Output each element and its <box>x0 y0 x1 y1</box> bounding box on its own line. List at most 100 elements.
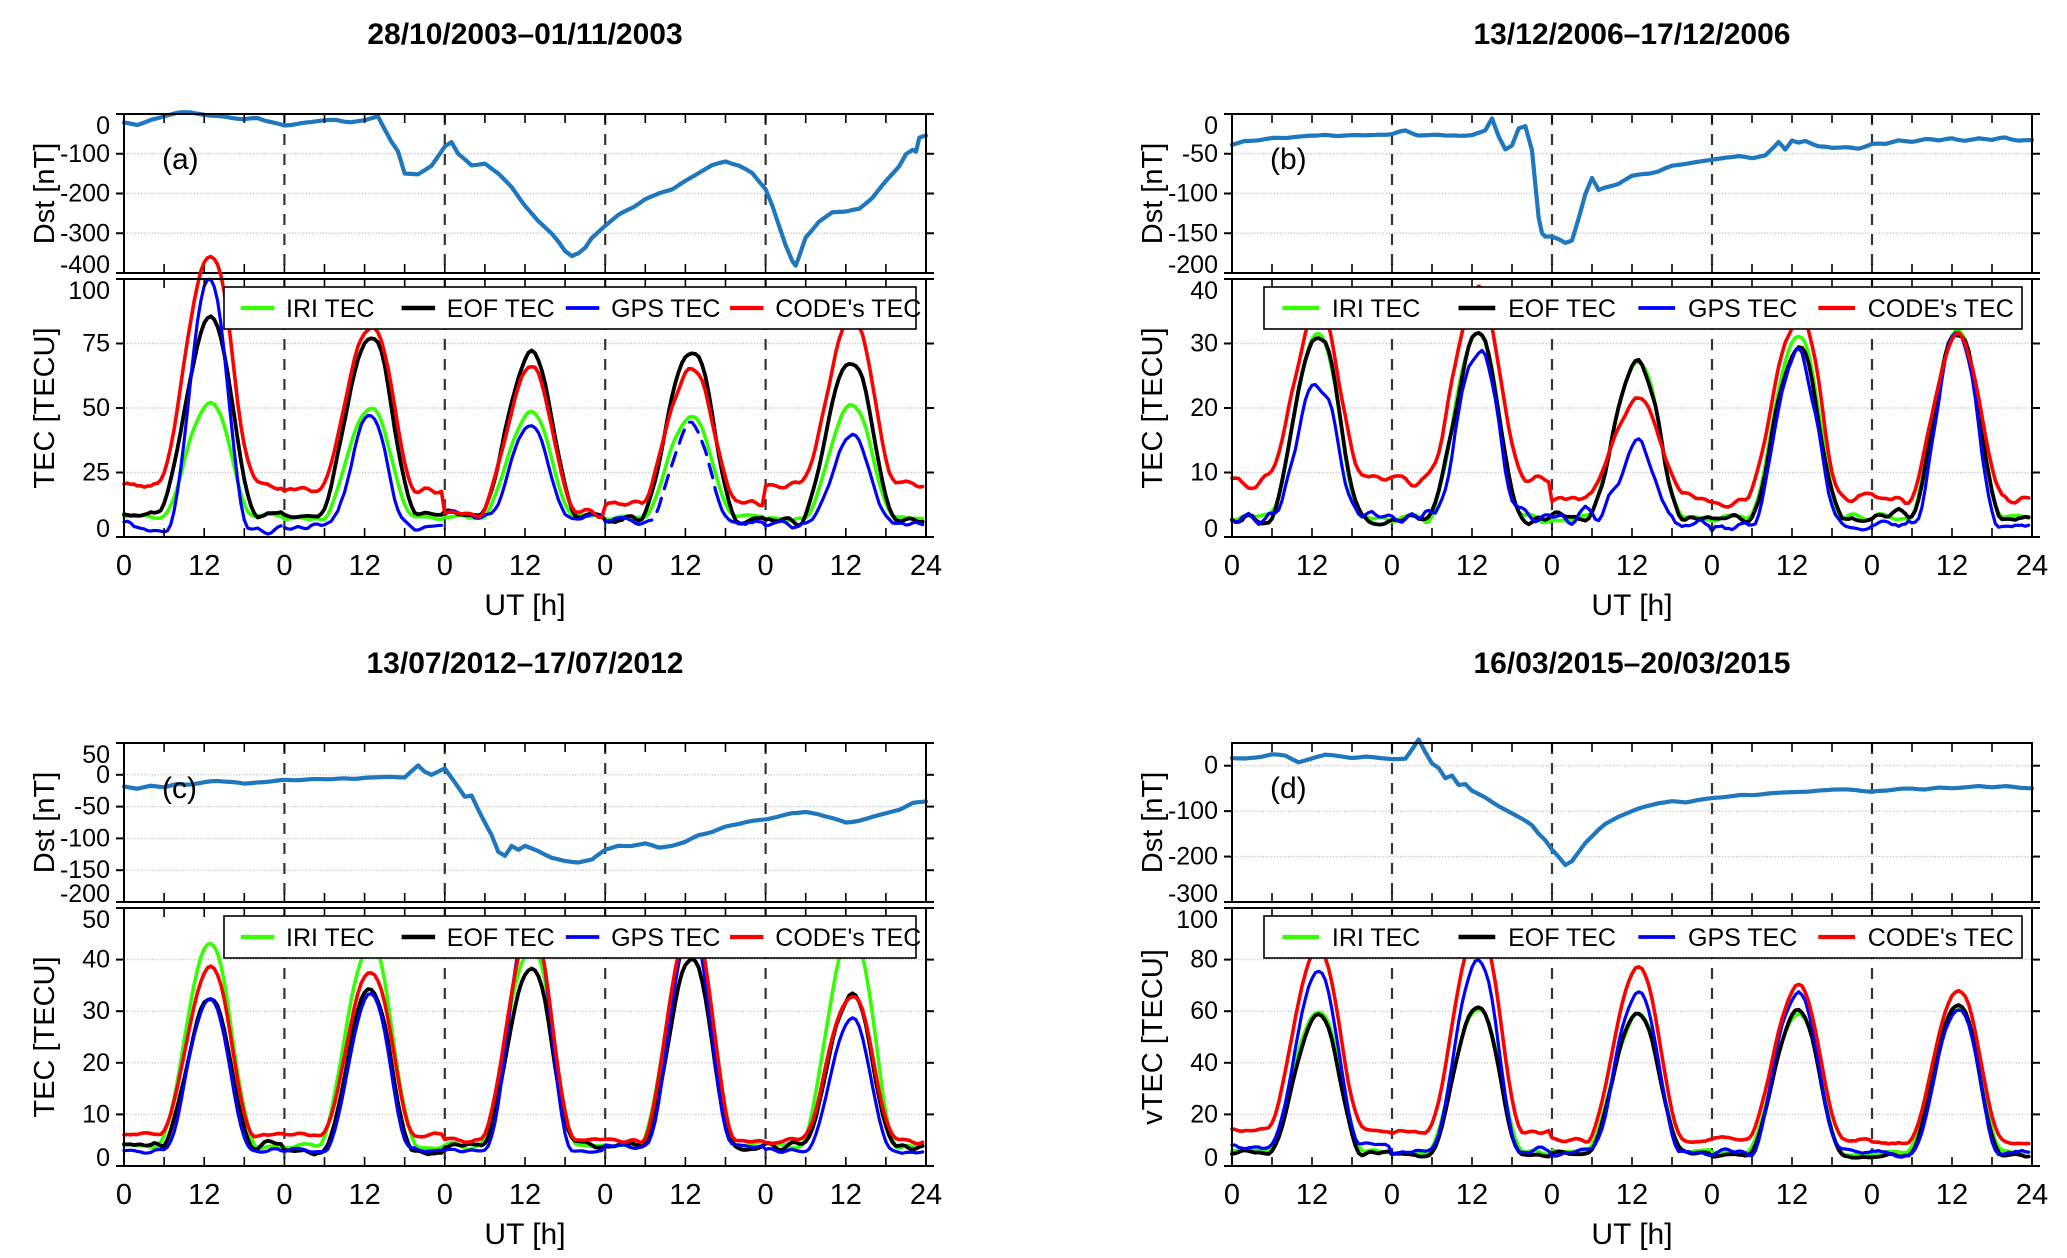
svg-text:Dst [nT]: Dst [nT] <box>1137 772 1169 874</box>
svg-text:0: 0 <box>1204 515 1218 543</box>
svg-text:EOF TEC: EOF TEC <box>447 924 555 952</box>
svg-text:-300: -300 <box>1168 880 1218 908</box>
svg-text:GPS TEC: GPS TEC <box>1688 295 1797 323</box>
svg-text:0: 0 <box>1864 1179 1880 1211</box>
svg-text:0: 0 <box>437 550 453 582</box>
svg-text:16/03/2015–20/03/2015: 16/03/2015–20/03/2015 <box>1474 647 1791 680</box>
svg-text:CODE's TEC: CODE's TEC <box>775 924 921 952</box>
svg-text:12: 12 <box>669 550 701 582</box>
svg-text:10: 10 <box>1190 459 1218 487</box>
svg-text:(b): (b) <box>1270 143 1307 176</box>
svg-text:0: 0 <box>276 550 292 582</box>
svg-text:CODE's TEC: CODE's TEC <box>775 295 921 323</box>
svg-text:24: 24 <box>2016 1179 2048 1211</box>
svg-text:(a): (a) <box>162 143 199 176</box>
svg-text:Dst [nT]: Dst [nT] <box>29 772 61 874</box>
svg-text:(c): (c) <box>162 772 197 805</box>
svg-text:12: 12 <box>1776 1179 1808 1211</box>
svg-text:CODE's TEC: CODE's TEC <box>1868 295 2014 323</box>
svg-text:TEC [TECU]: TEC [TECU] <box>29 956 61 1117</box>
svg-text:75: 75 <box>82 330 110 358</box>
svg-text:20: 20 <box>82 1049 110 1077</box>
svg-text:12: 12 <box>509 1179 541 1211</box>
svg-text:0: 0 <box>597 1179 613 1211</box>
svg-text:-200: -200 <box>1168 843 1218 871</box>
svg-text:EOF TEC: EOF TEC <box>1508 924 1616 952</box>
svg-text:-50: -50 <box>74 793 110 821</box>
svg-text:12: 12 <box>830 1179 862 1211</box>
svg-text:IRI TEC: IRI TEC <box>286 295 374 323</box>
svg-text:100: 100 <box>1176 906 1218 934</box>
svg-text:24: 24 <box>2016 550 2048 582</box>
svg-text:Dst [nT]: Dst [nT] <box>29 143 61 245</box>
svg-text:0: 0 <box>597 550 613 582</box>
svg-text:24: 24 <box>910 550 942 582</box>
svg-text:-150: -150 <box>60 856 110 884</box>
svg-text:IRI TEC: IRI TEC <box>286 924 374 952</box>
svg-text:50: 50 <box>82 741 110 769</box>
svg-text:12: 12 <box>1936 1179 1968 1211</box>
svg-text:GPS TEC: GPS TEC <box>1688 924 1797 952</box>
svg-text:0: 0 <box>1544 550 1560 582</box>
svg-text:-100: -100 <box>60 824 110 852</box>
svg-text:12: 12 <box>188 550 220 582</box>
svg-text:0: 0 <box>96 515 110 543</box>
svg-text:UT [h]: UT [h] <box>484 589 565 622</box>
svg-text:0: 0 <box>1704 1179 1720 1211</box>
svg-text:60: 60 <box>1190 997 1218 1025</box>
svg-text:80: 80 <box>1190 946 1218 974</box>
svg-text:EOF TEC: EOF TEC <box>447 295 555 323</box>
svg-text:40: 40 <box>1190 277 1218 305</box>
svg-text:0: 0 <box>1224 550 1240 582</box>
svg-text:12: 12 <box>1936 550 1968 582</box>
svg-text:24: 24 <box>910 1179 942 1211</box>
svg-text:0: 0 <box>1544 1179 1560 1211</box>
svg-text:IRI TEC: IRI TEC <box>1332 924 1420 952</box>
svg-text:-300: -300 <box>60 219 110 247</box>
svg-text:0: 0 <box>1204 112 1218 140</box>
svg-text:UT [h]: UT [h] <box>1591 1218 1672 1251</box>
svg-text:12: 12 <box>1456 1179 1488 1211</box>
svg-text:0: 0 <box>1204 1144 1218 1172</box>
svg-text:30: 30 <box>82 997 110 1025</box>
svg-text:12: 12 <box>348 1179 380 1211</box>
svg-text:(d): (d) <box>1270 772 1307 805</box>
svg-text:-100: -100 <box>60 140 110 168</box>
svg-text:25: 25 <box>82 459 110 487</box>
svg-text:0: 0 <box>437 1179 453 1211</box>
svg-text:12: 12 <box>348 550 380 582</box>
svg-text:-400: -400 <box>60 251 110 279</box>
svg-text:0: 0 <box>758 550 774 582</box>
svg-text:IRI TEC: IRI TEC <box>1332 295 1420 323</box>
svg-text:0: 0 <box>96 1144 110 1172</box>
svg-text:12: 12 <box>1456 550 1488 582</box>
svg-text:12: 12 <box>1296 550 1328 582</box>
svg-text:12: 12 <box>830 550 862 582</box>
svg-text:20: 20 <box>1190 1100 1218 1128</box>
svg-text:-200: -200 <box>60 180 110 208</box>
svg-text:12: 12 <box>1616 1179 1648 1211</box>
svg-text:0: 0 <box>1224 1179 1240 1211</box>
svg-text:0: 0 <box>116 550 132 582</box>
svg-text:40: 40 <box>82 946 110 974</box>
svg-text:12: 12 <box>509 550 541 582</box>
svg-text:12: 12 <box>1296 1179 1328 1211</box>
svg-text:13/07/2012–17/07/2012: 13/07/2012–17/07/2012 <box>367 647 684 680</box>
svg-text:12: 12 <box>669 1179 701 1211</box>
svg-text:10: 10 <box>82 1100 110 1128</box>
svg-text:30: 30 <box>1190 330 1218 358</box>
svg-text:TEC [TECU]: TEC [TECU] <box>1137 327 1169 488</box>
svg-text:50: 50 <box>82 906 110 934</box>
svg-text:UT [h]: UT [h] <box>1591 589 1672 622</box>
svg-text:28/10/2003–01/11/2003: 28/10/2003–01/11/2003 <box>367 18 682 51</box>
svg-text:CODE's TEC: CODE's TEC <box>1868 924 2014 952</box>
svg-text:GPS TEC: GPS TEC <box>611 295 720 323</box>
svg-text:vTEC [TECU]: vTEC [TECU] <box>1137 949 1169 1125</box>
svg-text:12: 12 <box>1776 550 1808 582</box>
svg-text:0: 0 <box>1204 752 1218 780</box>
svg-text:0: 0 <box>276 1179 292 1211</box>
svg-text:0: 0 <box>1864 550 1880 582</box>
svg-text:Dst [nT]: Dst [nT] <box>1137 143 1169 245</box>
svg-text:EOF TEC: EOF TEC <box>1508 295 1616 323</box>
svg-text:100: 100 <box>68 277 110 305</box>
